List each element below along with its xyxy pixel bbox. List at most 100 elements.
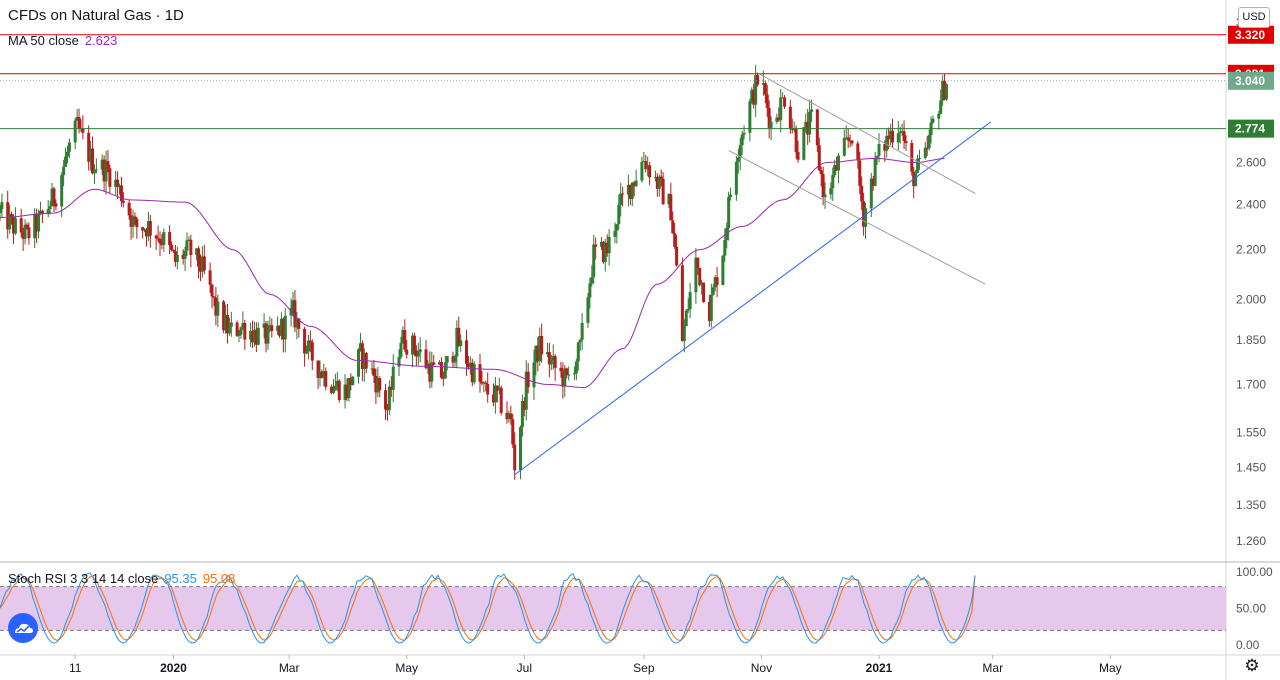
- candle-body: [713, 277, 717, 288]
- candle-body: [588, 283, 592, 298]
- candle-body: [736, 157, 740, 162]
- candle-body: [133, 216, 137, 219]
- candle-body: [817, 145, 821, 171]
- candle-body: [939, 100, 943, 114]
- current-price-label-bg: [1228, 71, 1274, 90]
- candle-body: [67, 142, 71, 152]
- candle-body: [48, 206, 52, 210]
- stoch-tick-100.00: 100.00: [1236, 565, 1273, 579]
- candle-body: [175, 254, 179, 262]
- candle-body: [181, 254, 185, 259]
- candle-body: [65, 151, 69, 157]
- candle-body: [796, 152, 800, 160]
- candle-body: [457, 327, 461, 347]
- candle-body: [270, 325, 274, 331]
- candle-body: [927, 135, 931, 149]
- candle-body: [875, 155, 879, 158]
- candle-body: [432, 362, 436, 365]
- candle-body: [75, 116, 79, 121]
- candle-body: [91, 148, 95, 174]
- candle-body: [943, 80, 947, 100]
- time-tick-Sep: Sep: [633, 661, 655, 675]
- candle-body: [266, 325, 270, 344]
- candle-body: [709, 294, 713, 322]
- price-tick-1.450: 1.450: [1236, 460, 1266, 474]
- candle-body: [605, 242, 609, 254]
- candle-body: [669, 194, 673, 221]
- candle-body: [858, 160, 862, 186]
- candle-body: [37, 213, 41, 232]
- candle-body: [680, 265, 684, 342]
- candle-body: [168, 232, 172, 246]
- candle-body: [0, 209, 2, 214]
- candle-body: [547, 352, 551, 365]
- candle-body: [306, 340, 310, 352]
- candle-body: [862, 201, 866, 227]
- candle-body: [626, 184, 630, 195]
- candle-body: [64, 156, 68, 167]
- candle-body: [224, 314, 228, 331]
- gear-icon[interactable]: ⚙: [1244, 656, 1260, 675]
- candle-body: [918, 158, 921, 160]
- candle-body: [644, 161, 648, 170]
- candle-body: [729, 194, 733, 197]
- candle-body: [281, 318, 285, 340]
- time-tick-Jul: Jul: [517, 661, 532, 675]
- candle-body: [308, 340, 312, 343]
- candle-body: [578, 339, 582, 343]
- candle-body: [116, 179, 120, 188]
- candle-body: [574, 361, 578, 374]
- candle-body: [189, 239, 193, 255]
- candle-body: [414, 350, 418, 357]
- currency-button[interactable]: USD: [1238, 7, 1270, 28]
- candle-body: [763, 82, 767, 95]
- candle-body: [549, 360, 553, 365]
- price-tick-1.350: 1.350: [1236, 498, 1266, 512]
- stoch-d-value: 95.08: [202, 571, 236, 586]
- level-label-bg-3.320: [1228, 25, 1274, 44]
- tradingview-cloud-icon[interactable]: [8, 613, 38, 643]
- candle-body: [468, 362, 472, 368]
- candle-body: [792, 128, 796, 130]
- candle-body: [399, 342, 403, 358]
- time-tick-11: 11: [69, 661, 82, 675]
- time-tick-Mar: Mar: [982, 661, 1003, 675]
- candle-body: [815, 109, 819, 146]
- candle-body: [252, 329, 256, 343]
- candle-body: [212, 296, 216, 298]
- candle-body: [11, 216, 15, 234]
- candle-body: [46, 209, 50, 215]
- candle-body: [518, 427, 522, 471]
- candle-body: [237, 334, 241, 336]
- candle-body: [0, 202, 4, 210]
- candle-body: [320, 371, 324, 378]
- candle-body: [158, 238, 162, 244]
- candle-body: [397, 357, 401, 367]
- candle-body: [106, 161, 110, 169]
- candle-body: [173, 251, 177, 262]
- candle-body: [464, 340, 468, 364]
- candle-body: [756, 75, 760, 85]
- candle-body: [545, 352, 549, 355]
- candle-body: [160, 243, 164, 246]
- candle-body: [170, 245, 174, 250]
- candle-body: [754, 75, 758, 105]
- candle-body: [491, 394, 495, 403]
- candle-body: [497, 387, 501, 391]
- time-tick-2020: 2020: [160, 661, 187, 675]
- level-label-3.320: 3.320: [1235, 28, 1265, 42]
- candle-body: [486, 383, 490, 395]
- candle-body: [119, 185, 123, 202]
- candle-body: [374, 375, 378, 393]
- candle-body: [493, 385, 497, 403]
- candle-body: [536, 345, 540, 362]
- candle-body: [154, 235, 158, 239]
- candle-body: [387, 386, 391, 410]
- candle-body: [484, 382, 488, 384]
- candle-body: [403, 329, 407, 350]
- candle-body: [333, 385, 337, 391]
- candle-body: [937, 113, 941, 119]
- candle-body: [883, 144, 887, 151]
- candle-body: [804, 121, 808, 128]
